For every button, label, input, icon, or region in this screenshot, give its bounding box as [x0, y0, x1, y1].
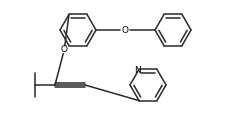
Text: N: N — [134, 66, 141, 75]
Text: O: O — [121, 25, 128, 34]
Text: O: O — [60, 45, 67, 54]
